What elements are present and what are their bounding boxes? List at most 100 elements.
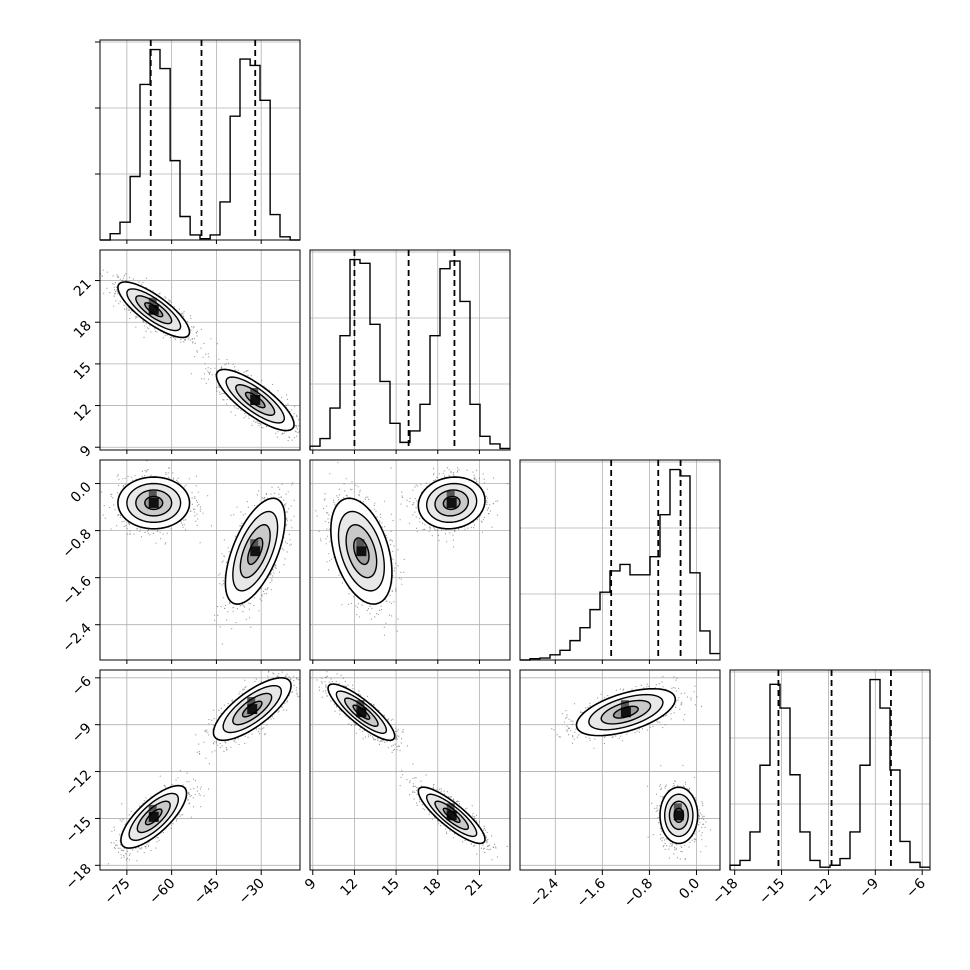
density-content xyxy=(100,269,300,442)
contour-line xyxy=(417,476,486,530)
contour-line xyxy=(120,784,188,849)
x-tick-label: −9 xyxy=(856,876,882,902)
contour-line xyxy=(135,489,173,517)
x-tick-label: 12 xyxy=(337,876,361,900)
contour-line xyxy=(144,302,164,318)
x-tick-label: −0.8 xyxy=(621,876,656,911)
contour-line xyxy=(600,699,652,725)
x-tick-label: 18 xyxy=(421,876,445,900)
panel-frame xyxy=(729,669,931,871)
density-panel-1-2 xyxy=(309,459,511,661)
x-tick-label: 0.0 xyxy=(676,876,703,903)
contour-line xyxy=(128,792,180,842)
density-panel-0-1 xyxy=(99,249,301,451)
contour-line xyxy=(442,807,461,824)
histogram-panel-1 xyxy=(309,249,511,451)
density-content xyxy=(311,670,508,861)
density-content xyxy=(315,462,508,636)
panel-frame xyxy=(309,459,511,661)
y-tick-label: −0.8 xyxy=(59,526,94,561)
contour-line xyxy=(588,693,664,731)
panel-frame xyxy=(519,459,721,661)
density-panel-1-3 xyxy=(309,669,511,871)
density-peak xyxy=(250,395,261,405)
contour-line xyxy=(225,376,286,424)
density-peak xyxy=(250,546,261,557)
contour-line xyxy=(117,281,191,339)
y-tick-label: 9 xyxy=(77,443,95,461)
contour-line xyxy=(144,808,163,826)
x-tick-label: 15 xyxy=(379,876,403,900)
x-tick-label: −18 xyxy=(709,876,741,908)
density-peak-neighbor xyxy=(148,804,157,812)
density-peak-neighbor xyxy=(250,388,259,395)
density-peak xyxy=(148,811,159,822)
contour-line xyxy=(126,288,182,332)
contour-line xyxy=(425,793,478,838)
contour-line xyxy=(117,476,191,530)
density-peak xyxy=(673,810,684,821)
density-peak xyxy=(446,497,457,508)
contour-line xyxy=(215,368,295,432)
y-tick-label: −9 xyxy=(69,720,95,746)
contour-line xyxy=(434,800,470,831)
contour-line xyxy=(345,524,378,579)
contour-line xyxy=(222,684,283,734)
x-tick-label: −75 xyxy=(101,876,133,908)
x-tick-label: 9 xyxy=(302,876,320,894)
density-peak-neighbor xyxy=(356,539,365,547)
scatter-points xyxy=(189,339,300,442)
x-tick-label: −45 xyxy=(191,876,223,908)
x-axis-0: −75 −60 −45 −30 xyxy=(101,870,268,908)
density-panel-0-2 xyxy=(99,459,301,661)
density-peak xyxy=(148,497,159,508)
y-tick-label: −6 xyxy=(69,673,95,699)
panel-frame xyxy=(519,669,721,871)
panel-frame xyxy=(99,39,301,241)
x-tick-label: −30 xyxy=(236,876,268,908)
contour-line xyxy=(241,700,263,718)
contour-line xyxy=(330,497,393,605)
histogram-step xyxy=(100,48,300,241)
contour-line xyxy=(352,704,371,720)
y-axis-2: −2.4 −1.6 −0.8 0.0 xyxy=(59,479,100,656)
contour-line xyxy=(135,295,173,325)
panel-frame xyxy=(99,669,301,871)
contour-line xyxy=(673,807,685,824)
y-axis-3: −18 −15 −12 −9 −6 xyxy=(63,673,100,893)
contour-line xyxy=(212,677,292,742)
contour-line xyxy=(244,391,266,409)
density-peak-neighbor xyxy=(247,697,256,705)
panel-frame xyxy=(99,459,301,661)
x-tick-label: −12 xyxy=(803,876,835,908)
contour-line xyxy=(664,793,694,838)
y-tick-label: 15 xyxy=(71,359,95,383)
histogram-step xyxy=(309,258,510,450)
x-axis-2: −2.4 −1.6 −0.8 0.0 xyxy=(527,870,703,911)
contour-line xyxy=(224,497,286,605)
x-tick-label: −15 xyxy=(756,876,788,908)
x-axis-1: 9 12 15 18 21 xyxy=(302,870,486,899)
y-tick-label: −1.6 xyxy=(59,573,94,608)
contour-line xyxy=(235,384,276,416)
panel-frame xyxy=(309,669,511,871)
histogram-panel-0 xyxy=(95,39,301,241)
contour-line xyxy=(337,510,386,592)
histogram-step xyxy=(729,678,930,870)
density-peak-neighbor xyxy=(673,803,682,811)
y-tick-label: −12 xyxy=(63,767,95,799)
density-peak xyxy=(356,707,367,718)
contour-line xyxy=(136,800,171,834)
panel-frame xyxy=(309,249,511,451)
panel-background xyxy=(520,460,720,660)
y-tick-label: −18 xyxy=(63,861,95,893)
x-tick-label: −2.4 xyxy=(527,875,562,910)
density-peak xyxy=(148,304,159,315)
contour-line xyxy=(126,482,182,524)
density-peak xyxy=(247,704,258,715)
y-tick-label: 18 xyxy=(71,318,95,342)
scatter-points xyxy=(551,676,702,749)
y-tick-label: 0.0 xyxy=(68,479,95,506)
x-tick-label: −60 xyxy=(146,876,178,908)
